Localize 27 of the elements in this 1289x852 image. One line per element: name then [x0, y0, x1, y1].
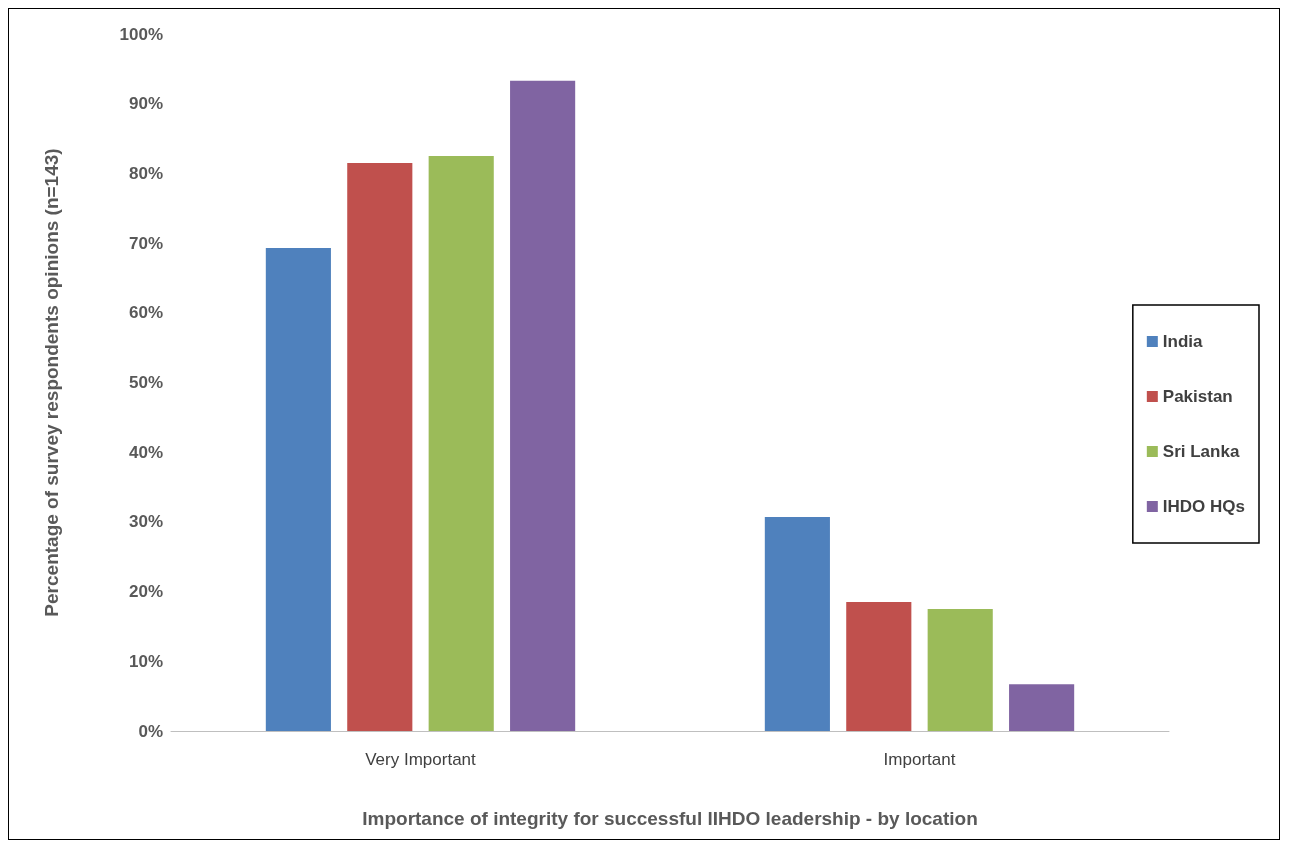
- bar: [846, 602, 912, 731]
- bar: [265, 247, 331, 731]
- y-tick-label: 90%: [128, 94, 163, 114]
- y-tick-label: 80%: [128, 163, 163, 183]
- legend-label: Pakistan: [1162, 387, 1233, 406]
- y-tick-label: 40%: [128, 442, 163, 462]
- y-tick-label: 10%: [128, 651, 163, 671]
- bar: [347, 162, 413, 731]
- y-tick-label: 0%: [138, 721, 163, 741]
- y-tick-label: 20%: [128, 582, 163, 602]
- x-axis-title: Importance of integrity for successful lIHDO leadership - by location: [362, 808, 978, 829]
- y-tick-label: 50%: [128, 373, 163, 392]
- bar: [927, 609, 993, 731]
- y-tick-label: 70%: [128, 233, 163, 253]
- legend-label: Sri Lanka: [1162, 442, 1240, 461]
- bar: [1009, 684, 1075, 731]
- y-axis-title: Percentage of survey respondents opinions (n=143): [41, 148, 62, 617]
- y-tick-label: 30%: [128, 512, 163, 532]
- bar: [510, 80, 576, 731]
- y-tick-label: 60%: [128, 303, 163, 323]
- x-tick-label: Very Important: [365, 750, 477, 769]
- legend-label: IHDO HQs: [1162, 497, 1246, 516]
- bar: [764, 517, 830, 731]
- y-tick-label: 100%: [119, 24, 163, 44]
- bar: [428, 155, 494, 731]
- legend-label: India: [1162, 332, 1204, 351]
- x-tick-label: Important: [883, 750, 956, 769]
